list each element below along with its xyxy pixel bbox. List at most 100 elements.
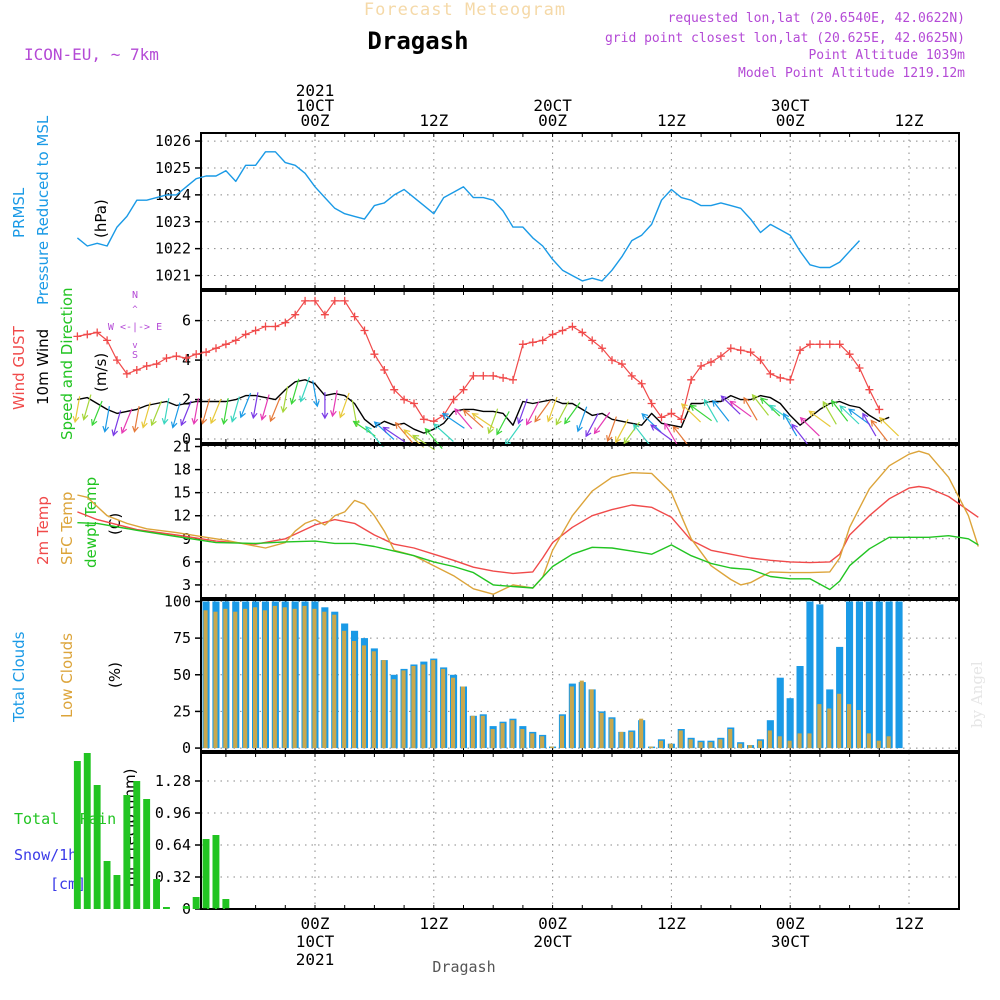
low-clouds-bar — [490, 729, 495, 749]
wind-gust-marker — [241, 330, 250, 339]
compass-north-bar: ^ — [132, 305, 138, 315]
wind-gust-marker — [261, 322, 270, 331]
wind-gust-marker — [608, 356, 616, 365]
wind-direction-arrow — [751, 393, 769, 416]
y-tick-label: 0.64 — [155, 836, 191, 854]
low-clouds-bar — [777, 736, 782, 748]
low-clouds-bar — [530, 733, 535, 749]
low-clouds-bar — [639, 718, 644, 748]
y-tick-label: 50 — [173, 666, 191, 684]
wind-direction-arrow — [191, 398, 200, 426]
top-axis-label: 12Z — [419, 111, 448, 130]
wind-gust-marker — [538, 336, 547, 345]
wind-gust-marker — [766, 369, 775, 378]
low-clouds-bar — [718, 739, 723, 749]
wind-direction-arrow — [321, 392, 329, 420]
compass-west-east: W <-|-> E — [108, 322, 162, 333]
wind-direction-arrow — [239, 392, 252, 419]
wind-gust-marker — [152, 360, 161, 369]
clouds-plot: 0 25 50 75 100 — [164, 592, 960, 757]
low-clouds-bar — [609, 718, 614, 748]
low-clouds-bar — [728, 729, 733, 749]
total-clouds-bar — [786, 698, 794, 748]
wind-gust-marker — [677, 415, 686, 424]
total-clouds-bar — [875, 601, 883, 749]
wind-direction-arrow — [847, 408, 871, 426]
wind-gust-marker — [311, 296, 319, 305]
y-tick-label: 1021 — [155, 267, 191, 285]
clouds-unit: (%) — [106, 662, 124, 688]
bottom-axis-label: 12Z — [419, 914, 448, 933]
low-clouds-bar — [866, 733, 871, 749]
info-grid-point: grid point closest lon,lat (20.625E, 42.… — [605, 31, 965, 46]
wind-gust-marker — [93, 328, 102, 337]
y-tick-label: 6 — [182, 312, 191, 330]
compass-south: S — [132, 350, 138, 361]
low-clouds-bar — [421, 664, 426, 749]
wind-direction-arrow — [412, 434, 436, 451]
wind-direction-arrow — [441, 412, 465, 429]
wind-direction-arrow — [289, 378, 300, 406]
wind-direction-arrow — [564, 402, 581, 425]
sfc-label: SFC Temp — [58, 492, 76, 565]
low-clouds-label: Low Clouds — [58, 633, 76, 718]
top-axis-label: 30CT — [771, 96, 810, 115]
y-tick-label: 18 — [173, 461, 191, 479]
low-clouds-bar — [748, 745, 753, 748]
temperature-plot: 3 6 9 12 15 18 21 — [77, 438, 979, 599]
low-clouds-bar — [312, 608, 317, 749]
low-clouds-bar — [262, 610, 267, 749]
low-clouds-bar — [540, 736, 545, 748]
wind-gust-marker — [251, 326, 260, 335]
total-clouds-bar — [865, 601, 873, 749]
wind-direction-arrow — [641, 413, 662, 433]
wind-direction-arrow — [680, 403, 702, 423]
y-tick-label: 25 — [173, 702, 191, 720]
wind-unit: (m/s) — [92, 353, 110, 392]
t2m-label: 2m Temp — [34, 496, 52, 565]
low-clouds-bar — [520, 729, 525, 749]
wind-gust-label: Wind GUST — [10, 325, 28, 410]
2m-temp-line — [77, 485, 979, 575]
wind-gust-marker — [301, 296, 310, 305]
low-clouds-bar — [579, 680, 584, 748]
wind-gust-marker — [627, 371, 636, 380]
wind-direction-arrow — [783, 412, 798, 437]
low-clouds-bar — [619, 731, 624, 748]
wind-gust-marker — [330, 296, 339, 305]
wind-direction-arrow — [703, 398, 719, 423]
rain-bar — [123, 795, 131, 909]
dewpt-label: dewpt Temp — [82, 477, 100, 568]
wind-gust-marker — [370, 350, 379, 359]
wind-direction-arrow — [517, 398, 528, 425]
low-clouds-bar — [213, 611, 218, 748]
wind-direction-arrow — [743, 396, 758, 421]
wind-direction-arrow — [546, 396, 558, 423]
low-clouds-bar — [451, 677, 456, 749]
wind-direction-arrow — [839, 405, 860, 425]
wind-direction-arrow — [462, 409, 484, 429]
wind-direction-arrow — [649, 424, 673, 441]
wind-gust-marker — [707, 358, 715, 367]
wind-direction-arrow — [576, 406, 588, 433]
wind-direction-arrow — [615, 419, 629, 444]
wind-direction-arrow — [72, 396, 81, 424]
low-clouds-bar — [847, 704, 852, 749]
low-clouds-bar — [223, 608, 228, 749]
wind-gust-marker — [182, 354, 191, 363]
wind-direction-arrow — [280, 386, 289, 414]
wind-gust-marker — [528, 338, 537, 347]
y-tick-label: 1025 — [155, 159, 191, 177]
wind-direction-arrow — [712, 399, 730, 422]
wind-direction-arrow — [81, 394, 92, 421]
wind-gust-marker — [657, 413, 666, 422]
wind-gust-marker — [400, 395, 409, 404]
bottom-axis-label: 00Z — [538, 914, 567, 933]
wind-gust-marker — [73, 332, 82, 341]
total-clouds-bar — [885, 601, 893, 749]
wind-gust-marker — [637, 379, 646, 388]
wind-gust-marker — [192, 350, 201, 359]
y-tick-label: 1.28 — [155, 772, 191, 790]
